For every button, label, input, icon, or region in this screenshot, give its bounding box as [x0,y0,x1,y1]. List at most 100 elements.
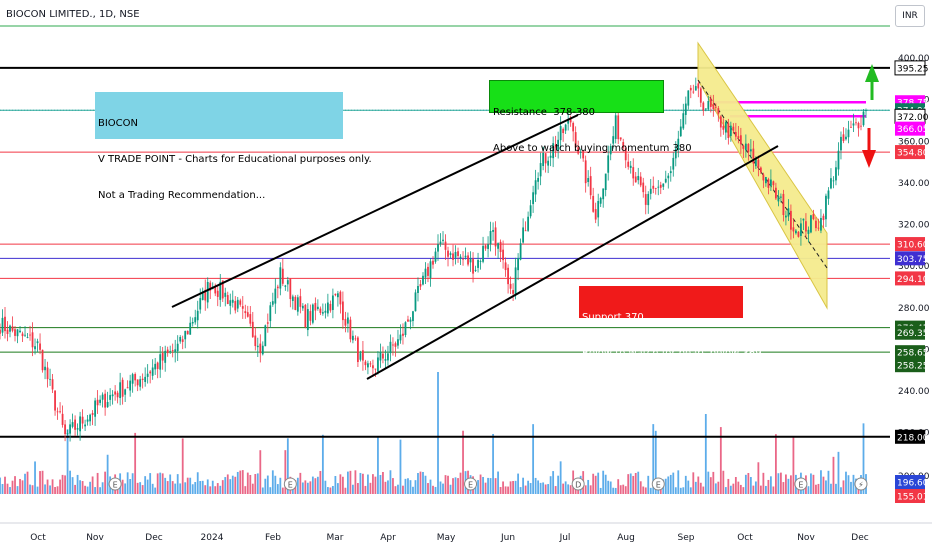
volume-bar [364,485,367,494]
info-note[interactable]: BIOCON V TRADE POINT - Charts for Educat… [95,92,372,201]
volume-bar [179,483,182,494]
volume-bar [624,486,627,494]
candle-body [412,311,414,322]
volume-bar [672,472,675,494]
candle-body [572,122,575,132]
candle-body [279,267,282,289]
candle-body [509,283,512,289]
candle-body [64,424,66,435]
candle-body [344,318,347,326]
volume-bar [727,478,730,494]
volume-bar [537,480,540,494]
trendlines-layer [171,114,779,380]
candle-body [527,216,530,231]
candle-body [382,353,384,359]
candle-body [387,353,389,361]
level-badge: 366.05 [897,125,929,135]
candle-body [747,143,750,153]
candle-body [612,136,615,144]
candle-body [59,411,61,413]
candle-body [449,253,452,255]
volume-bar [790,475,792,494]
volume-bar [261,487,264,494]
candle-body [767,179,770,188]
candle-body [682,113,685,129]
volume-bar [241,470,244,494]
volume-bar [649,487,652,494]
volume-bar [412,486,414,494]
candle-body [707,100,710,110]
x-tick-label: Nov [86,533,104,543]
volume-bar [319,470,322,494]
candle-body [569,117,572,123]
candle-body [534,180,537,195]
candle-body [602,188,605,200]
volume-bar [111,487,114,494]
volume-bar [709,477,712,494]
volume-bar [517,473,519,494]
volume-bar [512,480,514,494]
candle-body [627,161,630,167]
candle-body [790,210,792,230]
candle-body [762,174,765,181]
volume-bar [642,486,645,494]
volume-bar [719,427,722,494]
volume-bar [141,485,144,494]
candle-body [447,250,449,257]
volume-bar [674,487,677,494]
candle-body [84,424,86,427]
volume-bar [344,487,347,494]
level-badge-bg [895,121,925,136]
candle-body [845,136,847,140]
volume-bar [224,477,227,494]
candle-body [697,83,700,89]
candle-body [309,311,312,321]
candle-body [619,137,622,140]
volume-bar [29,484,31,494]
candle-body [462,258,464,260]
volume-bar [151,483,154,494]
volume-bar [321,434,324,494]
x-tick-label: Oct [30,533,46,543]
volume-bar [369,482,372,494]
candle-body [734,131,737,137]
event-marker-icon [854,477,868,491]
volume-bar [51,479,54,494]
candle-body [702,102,705,111]
volume-bar [767,479,770,494]
volume-bar [845,471,847,494]
resistance-note[interactable]: Resistance 378-380 Above to watch buying… [489,80,692,154]
x-tick-label: Apr [380,533,396,543]
volume-bar [619,485,622,494]
currency-selector[interactable]: INR [895,5,925,27]
candle-body [795,230,797,234]
volume-bar [286,438,289,494]
volume-bar [211,480,214,494]
volume-bar [226,474,229,494]
volume-bar [136,482,139,494]
candle-body [810,215,812,233]
volume-bar [384,481,387,494]
volume-bar [424,475,427,494]
candle-body [206,281,209,303]
support-note[interactable]: Support 370 Below to watch for bears bel… [579,286,762,359]
volume-bar [336,483,339,494]
volume-bar [652,424,655,494]
support-line-2: Below to watch for bears below 369 [582,348,762,359]
candle-body [402,333,404,336]
volume-bar [399,439,402,494]
volume-bar [269,487,272,494]
candle-body [69,424,71,434]
candle-body [0,329,1,334]
candle-body [482,245,484,262]
candle-body [429,261,432,278]
volume-bar [339,474,342,494]
volume-bar [847,475,850,494]
candle-body [209,282,212,291]
grid-layer [0,25,932,524]
volume-bar [639,481,642,494]
candle-body [56,411,59,413]
volume-bar [204,485,207,494]
volume-layer: E E E D E E ⚡ [0,372,868,494]
